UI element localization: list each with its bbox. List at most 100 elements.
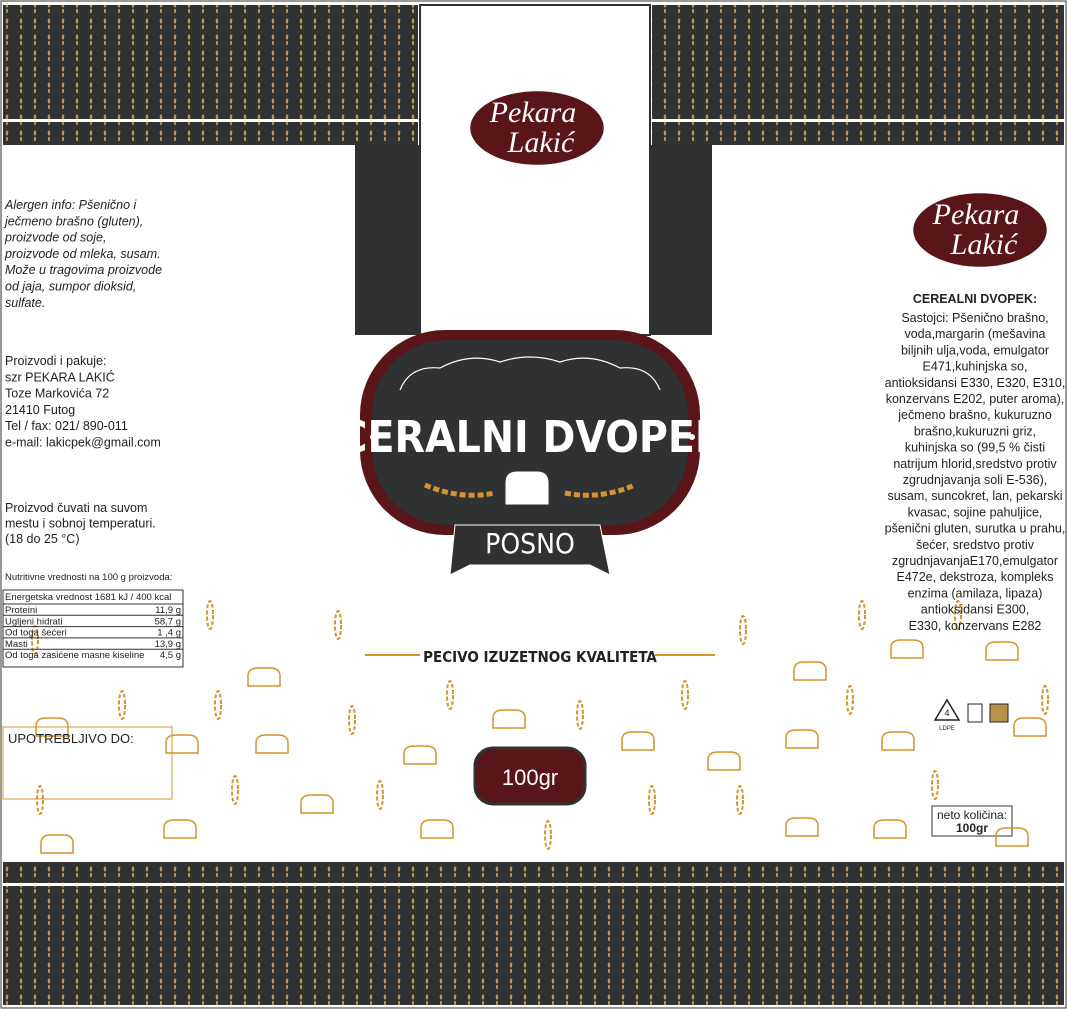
bread-deco xyxy=(785,817,819,837)
column-left xyxy=(355,145,420,335)
wheat-deco xyxy=(739,615,747,645)
dot xyxy=(689,434,695,440)
decorations xyxy=(31,600,1049,854)
bread-deco xyxy=(995,827,1029,847)
wheat-deco xyxy=(576,700,584,730)
wheat-deco xyxy=(206,600,214,630)
bread-deco xyxy=(621,731,655,751)
text-line: Tel / fax: 021/ 890-011 xyxy=(5,419,128,433)
nutrition-energy: Energetska vrednost 1681 kJ / 400 kcal xyxy=(5,592,171,603)
text-line: 21410 Futog xyxy=(5,403,75,417)
ribbon xyxy=(449,524,611,576)
text-line: ječmeno brašno, kukuruzno xyxy=(897,408,1052,422)
wheat-deco xyxy=(334,610,342,640)
text-line: od jaja, sumpor dioksid, xyxy=(5,280,136,294)
food-icon xyxy=(967,703,983,723)
box-icon xyxy=(989,703,1009,723)
text-line: zgrudnjavanjaE170,emulgator xyxy=(892,554,1058,568)
wheat-deco xyxy=(446,680,454,710)
wheat-deco xyxy=(858,600,866,630)
badge-wave xyxy=(399,356,661,391)
bread-deco xyxy=(165,734,199,754)
dot xyxy=(370,434,376,440)
center-panel xyxy=(420,5,650,335)
wheat-deco xyxy=(954,600,962,630)
text-line: antioksidansi E300, xyxy=(921,603,1029,617)
wheat-deco xyxy=(931,770,939,800)
text-line: Proizvodi i pakuje: xyxy=(5,354,106,368)
product-variant: POSNO xyxy=(485,527,575,560)
bottom-stripe xyxy=(3,883,1064,886)
text-line: E472e, dekstroza, kompleks xyxy=(896,570,1053,584)
best-before: UPOTREBLJIVO DO: xyxy=(8,731,134,746)
text-line: Može u tragovima proizvode xyxy=(5,263,162,277)
weight: 100gr xyxy=(502,765,558,790)
logo-line2: Lakić xyxy=(507,126,576,159)
bread-deco xyxy=(793,661,827,681)
nutrient-value: 1 ,4 g xyxy=(157,628,181,639)
wheat-deco xyxy=(648,785,656,815)
text-line: antioksidansi E330, E320, E310, xyxy=(885,376,1066,390)
text-line: zgrudnjavanja soli E-536), xyxy=(903,473,1048,487)
logo xyxy=(910,190,1050,270)
net-label: neto količina: xyxy=(937,808,1007,822)
text-line: mestu i sobnoj temperaturi. xyxy=(5,517,156,531)
recycle-icon xyxy=(933,698,961,721)
wheat-deco xyxy=(1041,685,1049,715)
text-line: voda,margarin (mešavina xyxy=(904,327,1045,341)
text-line: Alergen info: Pšenično i xyxy=(4,198,138,212)
wheat-deco xyxy=(118,690,126,720)
nutrient-name: Masti xyxy=(5,639,28,650)
nutrient-name: Od toga šećeri xyxy=(5,628,67,639)
bread-deco xyxy=(881,731,915,751)
bread-deco xyxy=(492,709,526,729)
bread-deco xyxy=(40,834,74,854)
recycling-material: LDPE xyxy=(939,726,955,732)
nutrition-table xyxy=(2,589,184,668)
nutrient-value: 4,5 g xyxy=(160,650,181,661)
text-line: kuhinjska so (99,5 % čisti xyxy=(905,441,1045,455)
wheat-deco xyxy=(31,625,39,655)
text-line: szr PEKARA LAKIĆ xyxy=(5,369,115,384)
bread-deco xyxy=(163,819,197,839)
bread-deco xyxy=(1013,717,1047,737)
net-value: 100gr xyxy=(956,821,988,835)
text-line: enzima (amilaza, lipaza) xyxy=(908,586,1043,600)
nutrient-value: 13,9 g xyxy=(155,639,181,650)
nutrient-name: Proteini xyxy=(5,605,37,616)
tagline: PECIVO IZUZETNOG KVALITETA xyxy=(423,648,657,666)
recycling-code: 4 xyxy=(944,708,949,718)
top-band-left xyxy=(3,5,418,145)
nutrient-name: Ugljeni hidrati xyxy=(5,616,63,627)
text-line: biljnih ulja,voda, emulgator xyxy=(901,343,1049,357)
nutrition-title: Nutritivne vrednosti na 100 g proizvoda: xyxy=(5,572,172,583)
bread-deco xyxy=(247,667,281,687)
wheat-deco xyxy=(736,785,744,815)
text-line: e-mail: lakicpek@gmail.com xyxy=(5,436,161,450)
weight-badge xyxy=(473,746,587,806)
wheat-deco xyxy=(376,780,384,810)
text-line: E330, konzervans E282 xyxy=(909,619,1042,633)
nutrient-name: Od toga zasićene masne kiseline xyxy=(5,650,144,661)
text-line: (18 do 25 °C) xyxy=(5,532,79,546)
text-line: pšenični gluten, surutka u prahu, xyxy=(885,522,1066,536)
wheat-deco xyxy=(544,820,552,850)
bread-deco xyxy=(300,794,334,814)
wheat-deco xyxy=(36,785,44,815)
text-line: sulfate. xyxy=(5,296,45,310)
logo-line1: Pekara xyxy=(932,198,1020,231)
best-before-box xyxy=(2,726,173,800)
column-right xyxy=(650,145,712,335)
text-line: kvasac, sojine pahuljice, xyxy=(908,505,1043,519)
wheat-deco xyxy=(214,690,222,720)
text-line: brašno,kukuruzni griz, xyxy=(914,424,1036,438)
text-line: šećer, sredstvo protiv xyxy=(916,538,1035,552)
nutrient-value: 11,9 g xyxy=(155,605,181,616)
net-box xyxy=(931,805,1013,837)
bread-deco xyxy=(873,819,907,839)
text-line: ječmeno brašno (gluten), xyxy=(3,214,143,228)
wheat-deco xyxy=(348,705,356,735)
text-line: proizvode od mleka, susam. xyxy=(4,247,161,261)
